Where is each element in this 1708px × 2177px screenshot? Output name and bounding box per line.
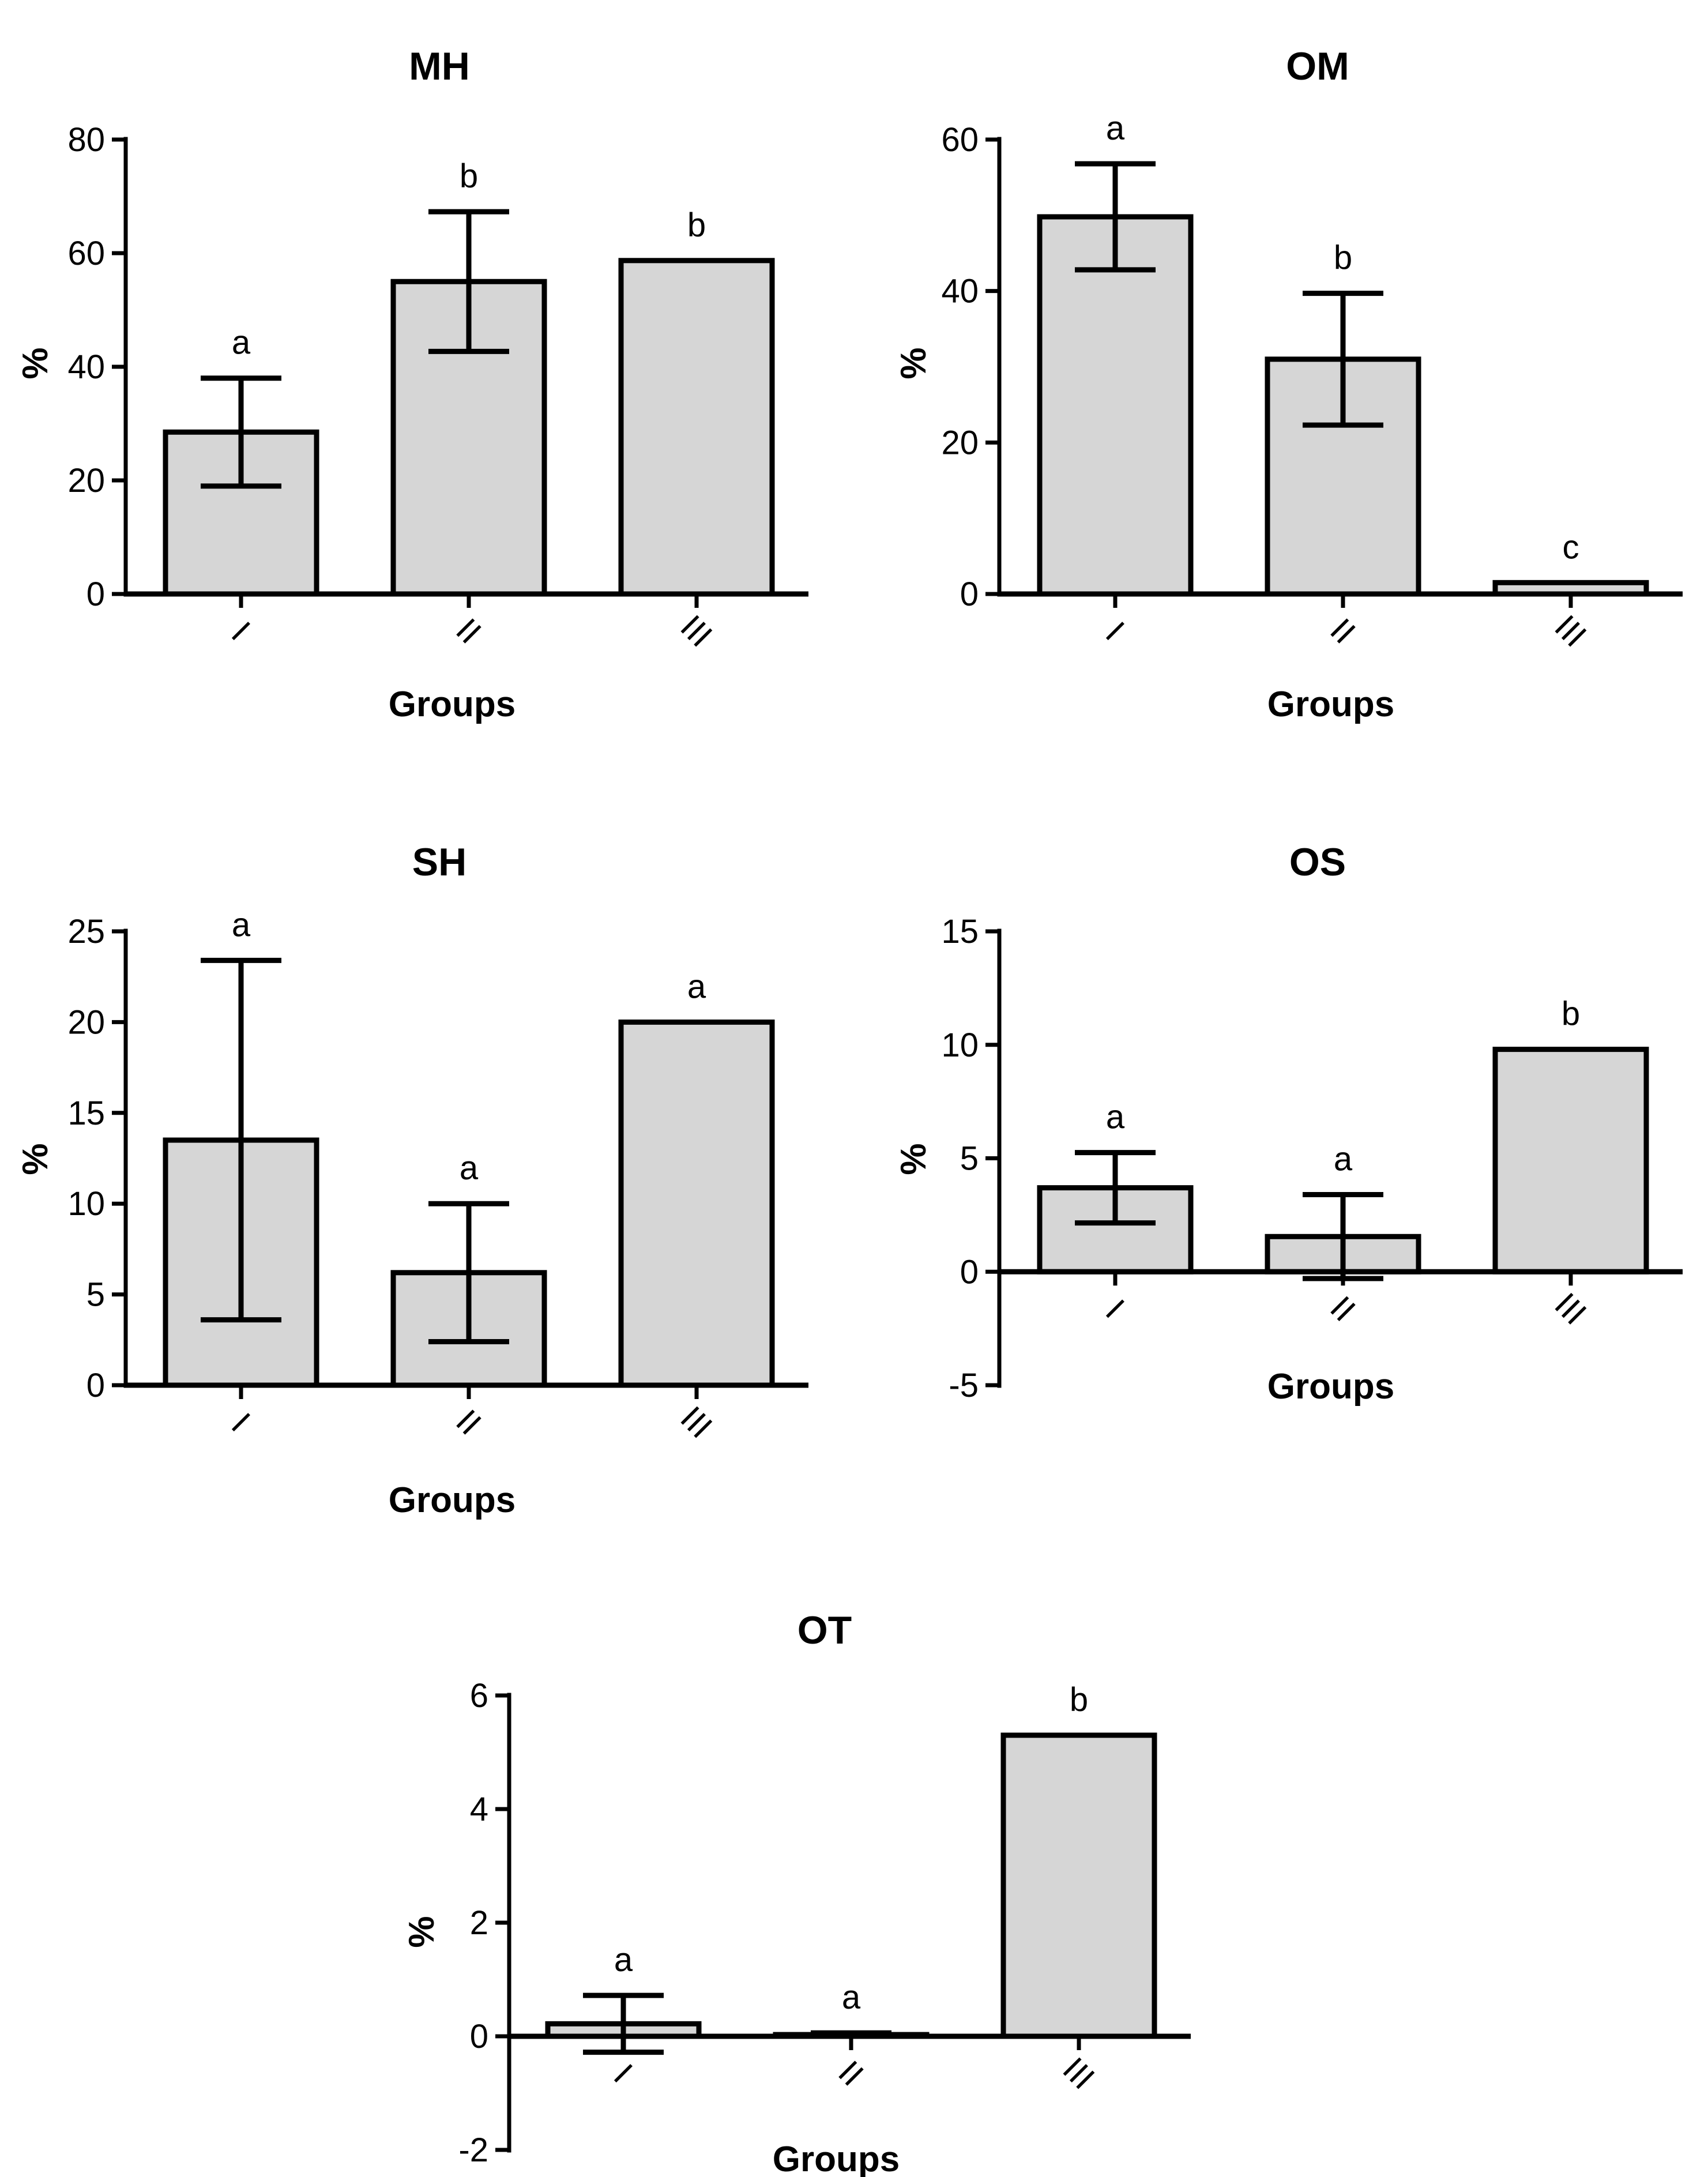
y-axis-label: % <box>16 347 55 379</box>
y-tick-label: 10 <box>67 1185 105 1223</box>
y-tick-label: 80 <box>67 121 105 159</box>
y-axis-ticks: 0 20 40 60 <box>941 121 979 613</box>
y-axis-label: % <box>894 347 934 379</box>
y-tick-label: 0 <box>86 576 105 613</box>
x-axis-label: Groups <box>389 1480 516 1520</box>
y-tick-label: 40 <box>67 348 105 386</box>
significance-letter: a <box>232 906 251 943</box>
y-tick-label: 20 <box>941 424 979 461</box>
chart-om: OM % Groups 0 20 40 60 I II III a b c <box>894 44 1683 724</box>
significance-letters: a a b <box>1106 995 1580 1178</box>
chart-title: OT <box>797 1608 852 1652</box>
y-tick-label: 60 <box>67 235 105 272</box>
y-tick-label: 4 <box>470 1791 488 1828</box>
y-tick-label: 15 <box>67 1095 105 1132</box>
y-axis-ticks: 0 20 40 60 80 <box>67 121 105 613</box>
y-tick-label: 15 <box>941 913 979 950</box>
y-tick-label: 0 <box>960 576 979 613</box>
y-axis-ticks: -2 0 2 4 6 <box>458 1677 488 2169</box>
significance-letter: a <box>1106 1099 1125 1136</box>
bar <box>1492 1047 1649 1274</box>
significance-letter: a <box>614 1941 633 1979</box>
y-tick-label: 40 <box>941 273 979 310</box>
x-axis-label: Groups <box>1267 685 1394 724</box>
y-tick-label: 0 <box>86 1367 105 1404</box>
significance-letters: a b b <box>232 157 706 362</box>
x-axis-label: Groups <box>773 2140 900 2177</box>
significance-letter: c <box>1563 528 1579 566</box>
y-tick-label: 25 <box>67 913 105 950</box>
y-tick-label: 0 <box>960 1253 979 1291</box>
y-tick-label: 6 <box>470 1677 488 1714</box>
significance-letter: a <box>232 324 251 362</box>
significance-letter: a <box>687 968 706 1005</box>
significance-letter: a <box>842 1979 861 2016</box>
significance-letter: b <box>687 206 706 244</box>
chart-title: OM <box>1286 44 1349 88</box>
chart-ot: OT % Groups -2 0 2 4 6 I II III a a b <box>402 1608 1191 2177</box>
y-tick-label: -5 <box>949 1367 979 1404</box>
significance-letter: b <box>460 157 478 195</box>
y-tick-label: 60 <box>941 121 979 159</box>
chart-title: MH <box>409 44 470 88</box>
chart-os: OS % Groups -5 0 5 10 15 I II III a a b <box>894 840 1683 1407</box>
y-tick-label: -2 <box>458 2131 488 2169</box>
y-tick-label: 10 <box>941 1027 979 1064</box>
significance-letter: b <box>1334 239 1352 277</box>
y-axis-ticks: -5 0 5 10 15 <box>941 913 979 1404</box>
significance-letter: a <box>460 1149 479 1187</box>
bar <box>618 1019 775 1388</box>
significance-letter: b <box>1070 1681 1088 1719</box>
significance-letters: a a a <box>232 906 706 1187</box>
y-tick-label: 2 <box>470 1904 488 1942</box>
chart-title: OS <box>1289 840 1346 884</box>
y-tick-label: 5 <box>86 1276 105 1314</box>
significance-letter: a <box>1334 1140 1353 1178</box>
bar <box>618 258 775 597</box>
y-tick-label: 20 <box>67 462 105 499</box>
y-tick-label: 0 <box>470 2018 488 2055</box>
y-axis-ticks: 0 5 10 15 20 25 <box>67 913 105 1404</box>
x-axis-label: Groups <box>1267 1367 1394 1407</box>
bar <box>1037 214 1194 597</box>
x-axis-label: Groups <box>389 685 516 724</box>
significance-letter: b <box>1562 995 1580 1033</box>
y-tick-label: 20 <box>67 1003 105 1041</box>
chart-title: SH <box>412 840 466 884</box>
significance-letters: a b c <box>1106 110 1579 566</box>
significance-letter: a <box>1106 110 1125 147</box>
chart-mh: MH % Groups 0 20 40 60 80 I II III a b b <box>16 44 808 724</box>
chart-sh: SH % Groups 0 5 10 15 20 25 I II III a a… <box>16 840 808 1520</box>
bar <box>1000 1732 1157 2039</box>
y-tick-label: 5 <box>960 1140 979 1178</box>
significance-letters: a a b <box>614 1681 1088 2016</box>
y-axis-label: % <box>16 1143 55 1175</box>
y-axis-label: % <box>402 1916 442 1947</box>
y-axis-label: % <box>894 1143 934 1175</box>
